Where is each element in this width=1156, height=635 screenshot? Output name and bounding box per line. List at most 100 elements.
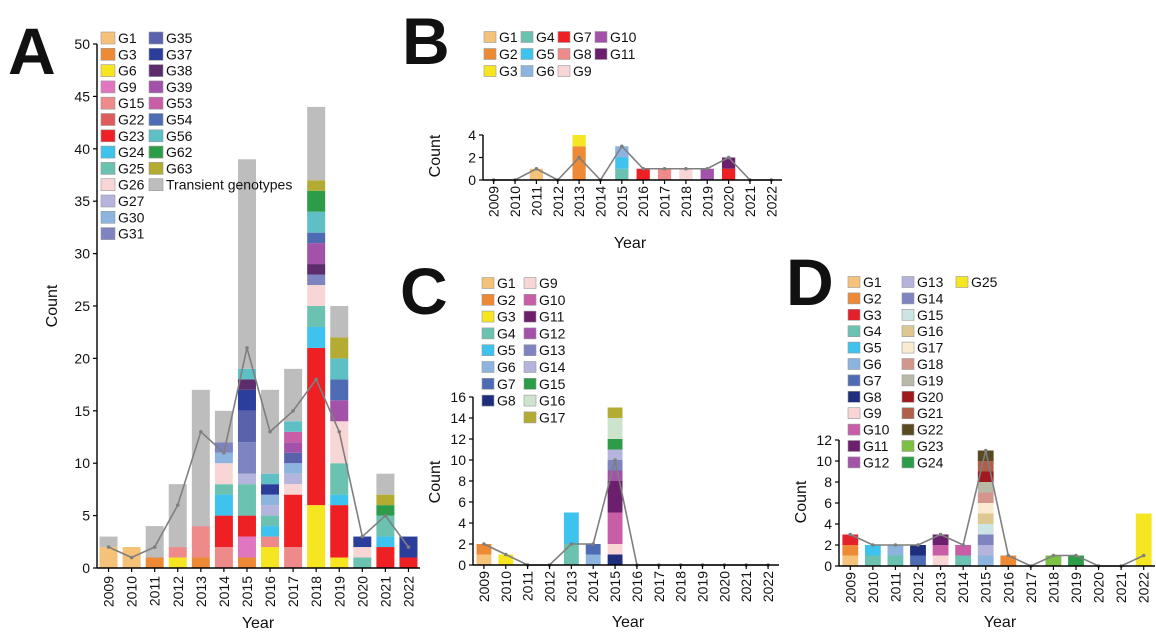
bar-segment-transient-genotypes-2019 <box>330 306 349 338</box>
y-tick-label: 50 <box>74 36 90 52</box>
legend-swatch <box>847 390 861 403</box>
legend-swatch <box>100 96 116 110</box>
legend-label: G9 <box>539 275 558 291</box>
trend-point-2019 <box>1074 553 1078 558</box>
legend-swatch <box>148 129 164 143</box>
legend-label: G53 <box>166 95 193 111</box>
bar-segment-g11-2015 <box>607 481 623 513</box>
bar-segment-g1-2009 <box>842 555 859 566</box>
x-tick-label: 2013 <box>563 571 579 602</box>
x-tick-label: 2016 <box>262 576 278 607</box>
bar-segment-g25-2020 <box>353 557 372 568</box>
bar-segment-g15-2013 <box>191 526 210 558</box>
legend-swatch <box>847 341 861 354</box>
legend-label: Transient genotypes <box>166 177 292 193</box>
x-tick-label: 2020 <box>721 186 737 217</box>
bar-segment-g38-2018 <box>307 264 326 275</box>
x-tick-label: 2018 <box>678 186 694 217</box>
legend-swatch <box>100 162 116 175</box>
x-tick-label: 2013 <box>193 576 209 607</box>
x-tick-label: 2010 <box>507 186 523 217</box>
legend-swatch <box>901 292 915 305</box>
bar-segment-g39-2017 <box>284 442 303 453</box>
legend: G1G3G6G9G15G22G23G24G25G26G27G30G31G35G3… <box>100 30 292 242</box>
legend-label: G9 <box>573 63 592 79</box>
y-tick-label: 12 <box>816 432 832 448</box>
x-tick-label: 2015 <box>614 186 630 217</box>
trend-point-2016 <box>641 166 645 171</box>
bar-segment-g25-2016 <box>261 515 280 527</box>
x-tick-label: 2022 <box>763 186 779 217</box>
panel-d: D 0 2 4 6 8 10 12 2009 2010 2011 2012 2013 2014 2015 20… <box>786 245 1155 631</box>
legend-label: G37 <box>166 46 193 62</box>
legend-label: G4 <box>863 323 882 339</box>
bar-segment-g10-2019 <box>700 168 714 180</box>
bar-segment-g56-2016 <box>261 473 280 485</box>
trend-point-2018 <box>1051 553 1056 558</box>
legend-label: G23 <box>118 128 145 144</box>
y-tick-label: 35 <box>74 193 90 209</box>
legend-swatch <box>481 344 495 357</box>
y-tick-label: 0 <box>824 558 832 574</box>
y-tick-label: 0 <box>82 560 90 576</box>
trend-point-2011 <box>893 543 898 547</box>
legend-label: G10 <box>863 422 890 438</box>
bar-segment-g6-2015 <box>977 555 994 566</box>
legend-swatch <box>523 411 537 424</box>
bar-segment-g7-2016 <box>636 168 650 180</box>
bar-segment-g7-2020 <box>721 168 736 180</box>
bar-segment-g15-2016 <box>261 536 280 548</box>
bar-segment-g26-2017 <box>284 484 303 495</box>
bar-segment-g26-2020 <box>353 547 372 558</box>
trend-point-2011 <box>152 545 157 549</box>
legend-label: G25 <box>971 274 998 290</box>
bar-segment-g56-2017 <box>284 421 303 432</box>
legend-swatch <box>148 113 164 126</box>
bar-segment-g6-2019 <box>330 557 349 568</box>
legend-label: G13 <box>917 274 944 290</box>
bar-segment-g4-2013 <box>563 544 579 565</box>
bar-segment-g13-2015 <box>607 460 623 471</box>
legend-swatch <box>523 344 537 357</box>
bar-segment-g2-2009 <box>476 544 492 555</box>
bar-segment-g30-2014 <box>214 452 233 464</box>
x-tick-label: 2016 <box>629 571 645 602</box>
bar-segment-transient-genotypes-2015 <box>237 159 256 369</box>
trend-point-2015 <box>613 458 617 462</box>
panel-b: B 0 2 4 2009 2010 2011 2012 2013 2014 2015 2016 2017… <box>402 4 782 252</box>
legend-swatch <box>847 423 861 436</box>
bar-segment-transient-genotypes-2012 <box>168 484 187 548</box>
legend-label: G16 <box>917 323 944 339</box>
legend-label: G8 <box>497 393 516 409</box>
legend-swatch <box>523 327 537 340</box>
trend-point-2022 <box>406 545 411 549</box>
y-tick-label: 45 <box>74 88 90 104</box>
bar-segment-g1-2009 <box>476 554 492 565</box>
legend-swatch <box>520 31 534 43</box>
bar-segment-g9-2013 <box>932 555 949 566</box>
bar-segment-transient-genotypes-2011 <box>145 526 164 558</box>
bar-segment-g1-2011 <box>529 168 544 180</box>
x-tick-label: 2020 <box>716 571 732 602</box>
panel-c: C 0 2 4 6 8 10 12 14 16 2009 2010 2011 2012 2013 2014 20… <box>400 254 779 631</box>
legend-label: G23 <box>917 438 944 454</box>
x-tick-label: 2015 <box>239 576 255 607</box>
x-tick-label: 2011 <box>528 186 544 216</box>
bar-segment-g2-2009 <box>842 545 859 556</box>
legend-label: G20 <box>917 389 944 405</box>
trend-point-2015 <box>983 448 988 453</box>
bar-segment-transient-genotypes-2018 <box>307 106 326 181</box>
x-tick-label: 2009 <box>842 572 858 603</box>
legend-swatch <box>523 377 537 390</box>
bar-segment-g7-2012 <box>910 555 926 566</box>
legend-label: G5 <box>536 46 555 62</box>
x-tick-label: 2013 <box>933 572 949 603</box>
y-tick-label: 2 <box>468 150 476 166</box>
legend-label: G9 <box>863 405 882 421</box>
legend-label: G1 <box>118 30 137 46</box>
bar-segment-g27-2016 <box>261 505 280 516</box>
bar-segment-g3-2013 <box>191 557 210 568</box>
legend-swatch <box>901 407 915 420</box>
bar-segment-g56-2019 <box>330 358 349 380</box>
